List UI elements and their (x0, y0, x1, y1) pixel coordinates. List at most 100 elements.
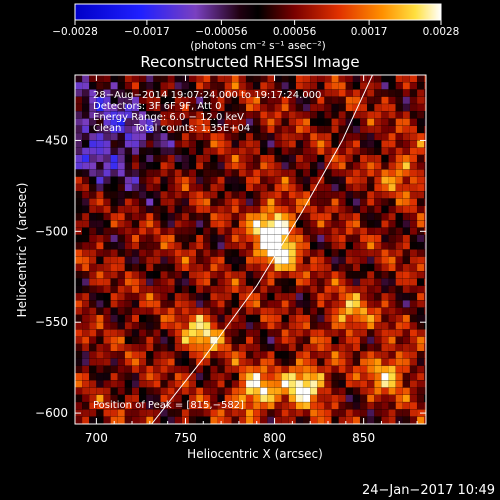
heatmap-cell (217, 205, 225, 213)
heatmap-cell (103, 234, 111, 242)
heatmap-cell (281, 365, 289, 373)
heatmap-cell (189, 249, 197, 257)
heatmap-cell (381, 213, 389, 221)
heatmap-cell (374, 140, 382, 148)
heatmap-cell (160, 307, 168, 315)
heatmap-cell (167, 278, 175, 286)
heatmap-cell (381, 358, 389, 366)
heatmap-cell (75, 351, 82, 359)
heatmap-cell (110, 242, 118, 250)
heatmap-cell (352, 154, 360, 162)
heatmap-cell (345, 314, 353, 322)
heatmap-cell (224, 278, 232, 286)
heatmap-cell (181, 336, 189, 344)
heatmap-cell (246, 198, 254, 206)
heatmap-cell (417, 365, 425, 373)
heatmap-cell (203, 242, 211, 250)
heatmap-cell (360, 176, 368, 184)
heatmap-cell (167, 285, 175, 293)
heatmap-cell (210, 220, 218, 228)
heatmap-cell (231, 125, 239, 133)
heatmap-cell (295, 154, 303, 162)
heatmap-cell (374, 365, 382, 373)
heatmap-cell (89, 322, 97, 330)
heatmap-cell (267, 213, 275, 221)
heatmap-cell (395, 154, 403, 162)
heatmap-cell (231, 344, 239, 352)
heatmap-cell (110, 344, 118, 352)
heatmap-cell (82, 104, 90, 112)
heatmap-cell (409, 133, 417, 141)
heatmap-cell (189, 402, 197, 410)
heatmap-cell (388, 162, 396, 170)
heatmap-cell (124, 387, 132, 395)
heatmap-cell (303, 409, 311, 417)
heatmap-cell (360, 227, 368, 235)
heatmap-cell (281, 169, 289, 177)
heatmap-cell (253, 336, 261, 344)
heatmap-cell (139, 154, 147, 162)
heatmap-cell (267, 118, 275, 126)
heatmap-cell (360, 104, 368, 112)
heatmap-cell (424, 169, 426, 177)
heatmap-cell (210, 162, 218, 170)
heatmap-cell (402, 89, 410, 97)
heatmap-cell (96, 89, 104, 97)
heatmap-cell (103, 162, 111, 170)
heatmap-cell (288, 256, 296, 264)
heatmap-cell (324, 75, 332, 82)
heatmap-cell (75, 402, 82, 410)
heatmap-cell (110, 191, 118, 199)
heatmap-cell (388, 140, 396, 148)
heatmap-cell (253, 300, 261, 308)
heatmap-cell (124, 154, 132, 162)
heatmap-cell (303, 154, 311, 162)
heatmap-cell (260, 154, 268, 162)
heatmap-cell (139, 191, 147, 199)
heatmap-cell (288, 373, 296, 381)
heatmap-cell (103, 358, 111, 366)
heatmap-cell (146, 402, 154, 410)
heatmap-cell (310, 89, 318, 97)
heatmap-cell (317, 278, 325, 286)
heatmap-cell (103, 322, 111, 330)
heatmap-cell (331, 133, 339, 141)
heatmap-cell (75, 104, 82, 112)
heatmap-cell (181, 184, 189, 192)
heatmap-cell (110, 271, 118, 279)
heatmap-cell (324, 227, 332, 235)
heatmap-cell (82, 133, 90, 141)
heatmap-cell (288, 358, 296, 366)
heatmap-cell (96, 198, 104, 206)
heatmap-cell (89, 242, 97, 250)
heatmap-cell (203, 329, 211, 337)
heatmap-cell (417, 293, 425, 301)
heatmap-cell (331, 154, 339, 162)
heatmap-cell (181, 314, 189, 322)
heatmap-cell (388, 285, 396, 293)
heatmap-cell (409, 75, 417, 82)
heatmap-cell (89, 169, 97, 177)
heatmap-cell (89, 82, 97, 90)
heatmap-cell (317, 104, 325, 112)
heatmap-cell (238, 322, 246, 330)
heatmap-cell (124, 147, 132, 155)
heatmap-cell (388, 184, 396, 192)
heatmap-cell (124, 191, 132, 199)
heatmap-cell (388, 380, 396, 388)
heatmap-cell (345, 213, 353, 221)
heatmap-cell (381, 169, 389, 177)
heatmap-cell (181, 365, 189, 373)
heatmap-cell (331, 96, 339, 104)
heatmap-cell (381, 82, 389, 90)
heatmap-cell (424, 82, 426, 90)
heatmap-cell (409, 373, 417, 381)
heatmap-cell (96, 300, 104, 308)
heatmap-cell (367, 198, 375, 206)
heatmap-cell (117, 213, 125, 221)
heatmap-cell (367, 147, 375, 155)
heatmap-cell (231, 75, 239, 82)
heatmap-cell (153, 271, 161, 279)
heatmap-cell (189, 227, 197, 235)
heatmap-cell (103, 147, 111, 155)
